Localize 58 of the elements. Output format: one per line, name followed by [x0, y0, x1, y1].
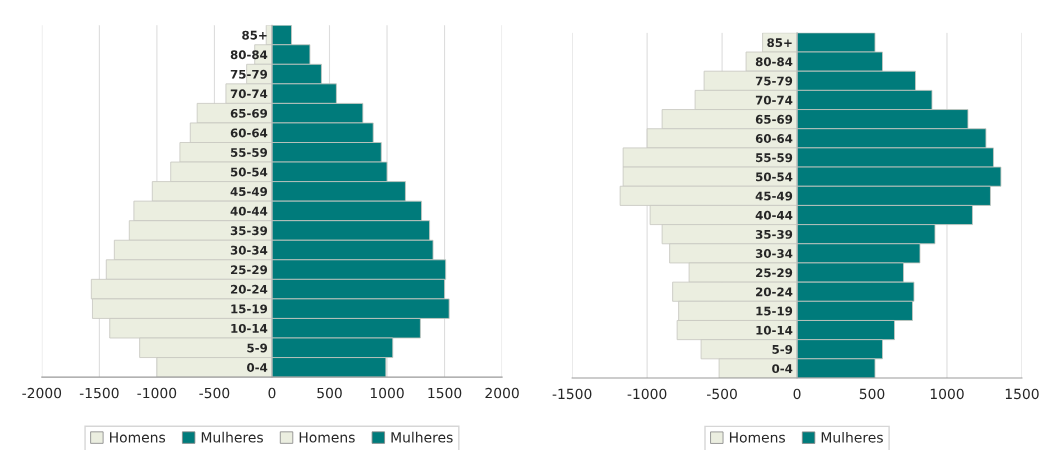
y-tick-label: 40-44 — [230, 206, 268, 216]
x-tick-label: -500 — [199, 387, 230, 399]
y-tick-label: 25-29 — [756, 268, 793, 278]
y-tick-label: 75-79 — [755, 76, 793, 86]
x-tick-label: 1000 — [930, 388, 964, 400]
y-tick-label: 30-34 — [755, 249, 793, 259]
y-tick-label: 55-59 — [230, 148, 268, 157]
x-tick-label: -1500 — [552, 388, 592, 400]
x-tick-label: 0 — [793, 388, 801, 400]
y-tick-label: 80-84 — [755, 57, 793, 67]
y-tick-label: 0-4 — [772, 364, 793, 374]
y-tick-label: 45-49 — [755, 191, 793, 201]
legend-label: Homens — [729, 432, 785, 443]
y-tick-label: 25-29 — [230, 265, 268, 275]
legend-label: Homens — [299, 432, 355, 443]
y-tick-label: 50-54 — [230, 167, 268, 177]
y-tick-label: 5-9 — [247, 343, 268, 353]
y-tick-label: 35-39 — [755, 229, 793, 239]
x-tick-label: 1500 — [428, 387, 462, 399]
y-tick-label: 85+ — [767, 38, 792, 48]
legend-label: Mulheres — [821, 431, 883, 443]
y-tick-label: 55-59 — [756, 153, 793, 163]
y-tick-label: 70-74 — [230, 89, 268, 99]
x-tick-label: 500 — [859, 388, 885, 400]
x-tick-label: 500 — [317, 387, 342, 399]
x-tick-label: -1000 — [137, 387, 177, 399]
y-tick-label: 10-14 — [231, 323, 268, 333]
legend-label: Homens — [110, 432, 166, 443]
legend-label: Mulheres — [391, 431, 453, 443]
y-tick-label: 80-84 — [230, 50, 268, 60]
x-tick-label: 0 — [268, 387, 276, 399]
y-tick-label: 15-19 — [231, 304, 268, 314]
y-tick-label: 15-19 — [756, 306, 793, 316]
y-tick-label: 20-24 — [756, 287, 793, 297]
x-tick-label: 2000 — [485, 387, 519, 399]
x-tick-label: 1500 — [1005, 388, 1039, 400]
y-tick-label: 0-4 — [247, 363, 268, 372]
y-tick-label: 75-79 — [230, 69, 268, 79]
x-tick-label: -500 — [707, 388, 737, 400]
y-tick-label: 40-44 — [755, 210, 793, 220]
y-tick-label: 65-69 — [230, 108, 268, 118]
y-tick-label: 60-64 — [230, 128, 268, 138]
y-tick-label: 10-14 — [756, 325, 793, 335]
y-tick-label: 70-74 — [755, 95, 793, 105]
y-tick-label: 30-34 — [230, 245, 268, 255]
x-tick-label: -2000 — [22, 387, 62, 399]
x-tick-label: -1000 — [627, 388, 667, 400]
y-tick-label: 85+ — [242, 30, 267, 40]
y-tick-label: 65-69 — [755, 114, 793, 124]
y-tick-label: 35-39 — [230, 226, 268, 236]
x-tick-label: 1000 — [370, 387, 404, 399]
y-tick-label: 5-9 — [772, 344, 793, 354]
y-tick-label: 45-49 — [230, 187, 268, 197]
y-tick-label: 50-54 — [756, 172, 793, 182]
y-tick-label: 60-64 — [755, 134, 793, 143]
x-tick-label: -1500 — [79, 387, 119, 399]
legend-label: Mulheres — [201, 431, 263, 443]
y-tick-label: 20-24 — [230, 284, 268, 294]
